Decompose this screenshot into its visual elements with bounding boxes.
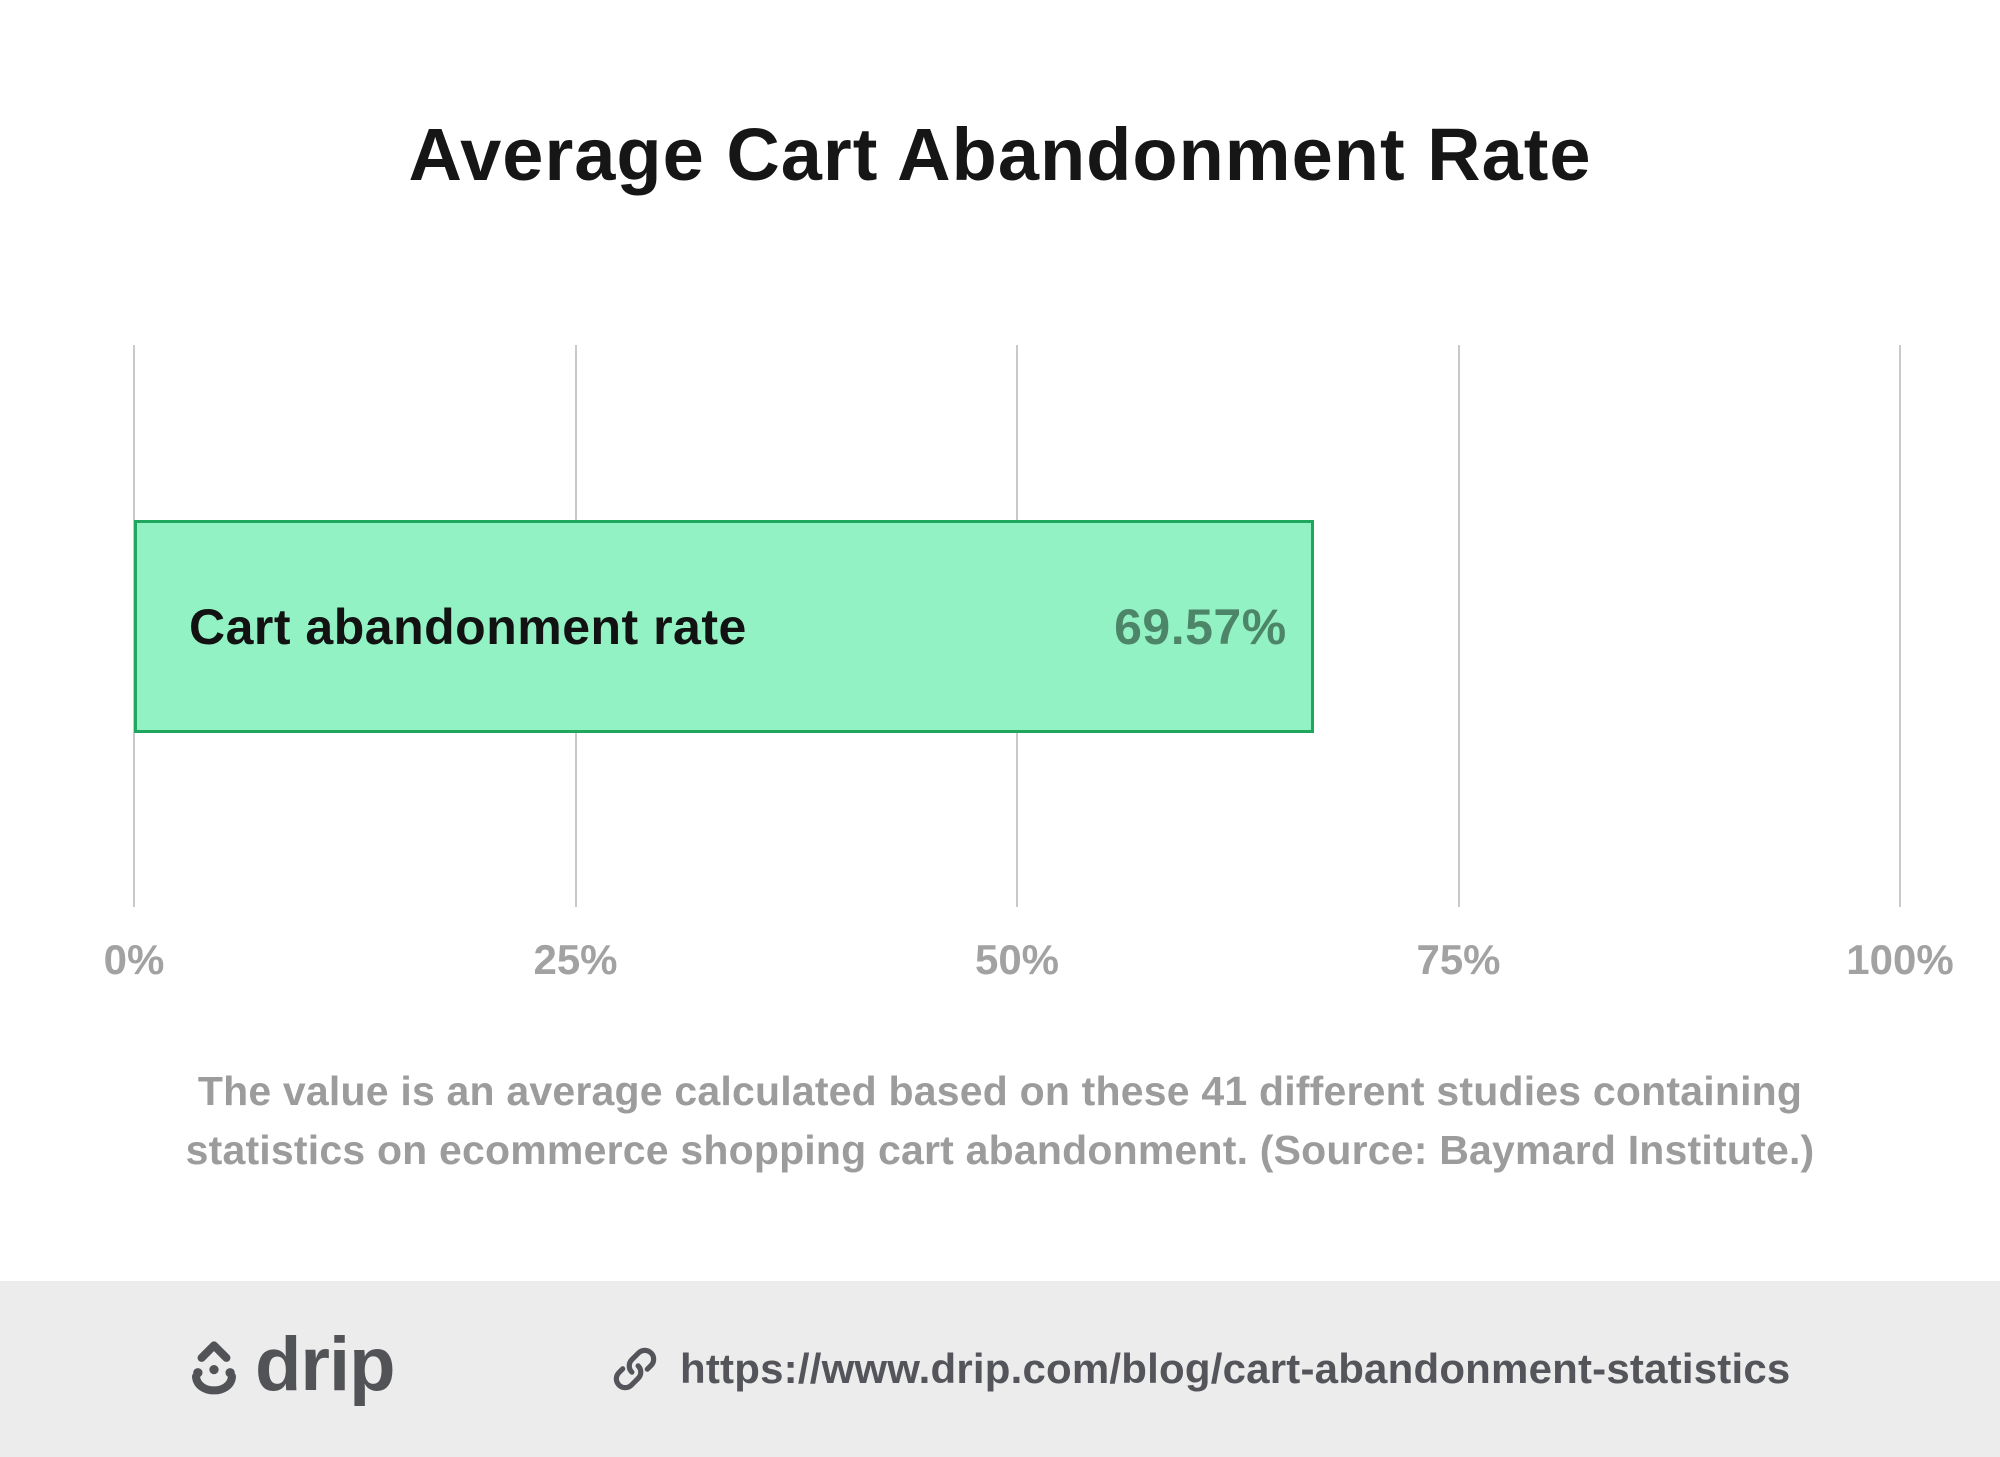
- x-tick-0: 0%: [103, 936, 165, 983]
- source-link[interactable]: https://www.drip.com/blog/cart-abandonme…: [610, 1344, 1790, 1394]
- cart-abandonment-bar: Cart abandonment rate 69.57%: [134, 520, 1314, 733]
- caption: The value is an average calculated based…: [0, 1062, 2000, 1180]
- source-url[interactable]: https://www.drip.com/blog/cart-abandonme…: [680, 1345, 1791, 1392]
- gridline-75: [1457, 345, 1460, 907]
- gridline-100: [1899, 345, 1901, 907]
- x-tick-100: 100%: [1846, 936, 1954, 983]
- drip-droplet-icon: [191, 1341, 237, 1395]
- bar-category-label: Cart abandonment rate: [189, 598, 747, 655]
- footer: drip https://www.drip.com/blog/cart-aban…: [0, 1281, 2000, 1457]
- x-tick-50: 50%: [974, 936, 1060, 983]
- bar-value-label: 69.57%: [1114, 598, 1287, 655]
- chart-title: Average Cart Abandonment Rate: [408, 113, 1592, 196]
- x-tick-25: 25%: [533, 936, 618, 983]
- x-axis: 0% 25% 50% 75% 100%: [104, 936, 1954, 988]
- link-icon: [613, 1347, 657, 1391]
- drip-logo: drip: [183, 1327, 396, 1403]
- chart-plot-area: Cart abandonment rate 69.57%: [133, 345, 1901, 907]
- x-tick-75: 75%: [1416, 936, 1501, 983]
- caption-line-2: statistics on ecommerce shopping cart ab…: [185, 1127, 1815, 1173]
- drip-logo-text: drip: [255, 1322, 396, 1407]
- caption-line-1: The value is an average calculated based…: [197, 1068, 1803, 1114]
